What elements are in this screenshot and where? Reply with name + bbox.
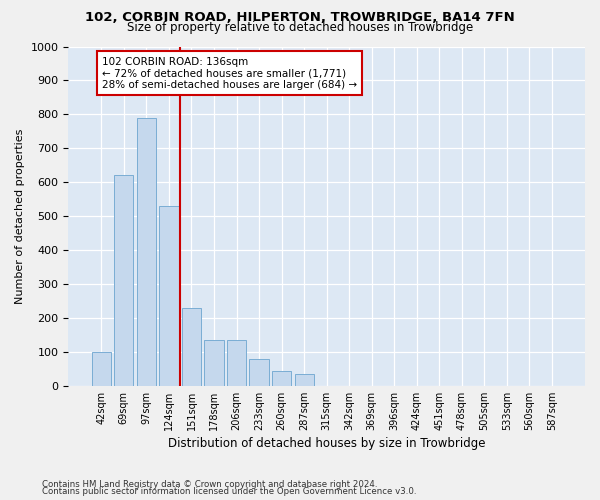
Text: 102 CORBIN ROAD: 136sqm
← 72% of detached houses are smaller (1,771)
28% of semi: 102 CORBIN ROAD: 136sqm ← 72% of detache… (102, 56, 357, 90)
Bar (250, 358, 269, 386)
Text: Contains public sector information licensed under the Open Government Licence v3: Contains public sector information licen… (42, 487, 416, 496)
Bar (295, 374, 314, 386)
Text: Contains HM Land Registry data © Crown copyright and database right 2024.: Contains HM Land Registry data © Crown c… (42, 480, 377, 489)
Bar (205, 340, 224, 386)
Text: Size of property relative to detached houses in Trowbridge: Size of property relative to detached ho… (127, 21, 473, 34)
Bar (137, 118, 156, 386)
Bar (92, 352, 111, 386)
Bar (272, 370, 291, 386)
Text: 102, CORBIN ROAD, HILPERTON, TROWBRIDGE, BA14 7FN: 102, CORBIN ROAD, HILPERTON, TROWBRIDGE,… (85, 11, 515, 24)
Bar (114, 176, 133, 386)
X-axis label: Distribution of detached houses by size in Trowbridge: Distribution of detached houses by size … (168, 437, 485, 450)
Bar (227, 340, 246, 386)
Y-axis label: Number of detached properties: Number of detached properties (15, 128, 25, 304)
Bar (160, 206, 179, 386)
Bar (182, 308, 201, 386)
